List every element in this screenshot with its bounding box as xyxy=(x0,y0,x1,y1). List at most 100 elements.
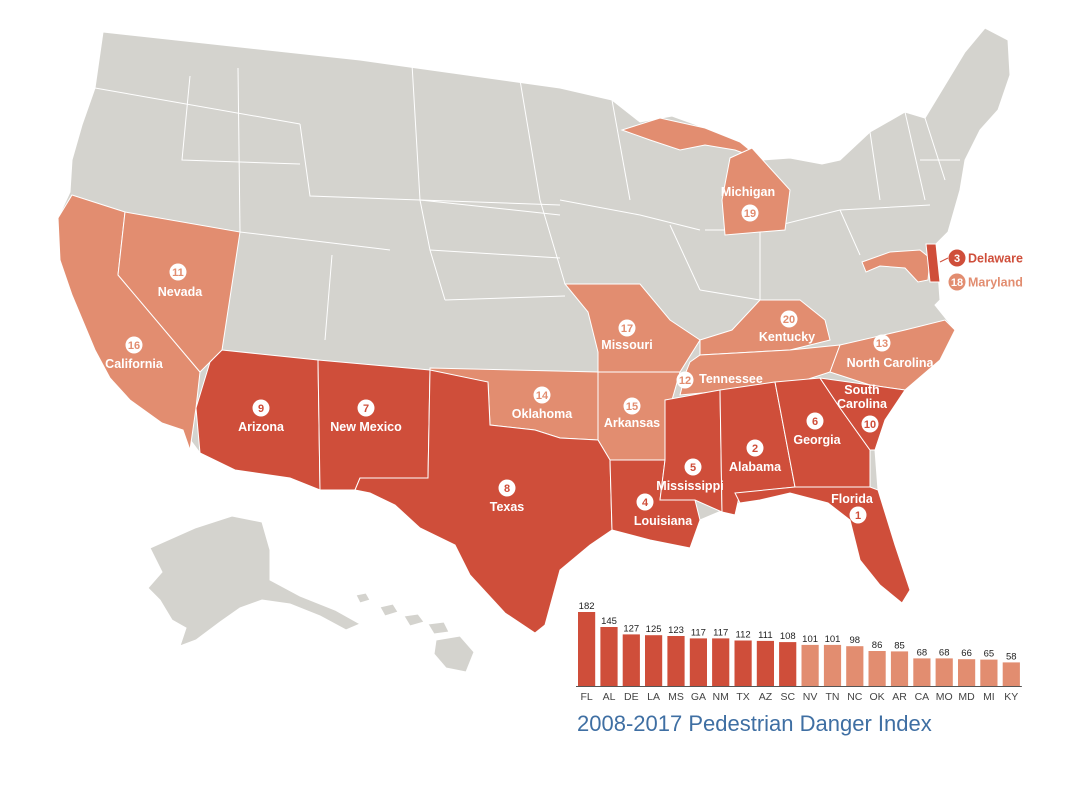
state-shape-michigan-lower xyxy=(721,147,791,236)
bar-value-label-mo: 68 xyxy=(939,647,950,658)
rank-number-louisiana: 4 xyxy=(642,497,649,509)
rank-number-georgia: 6 xyxy=(812,416,818,428)
state-label-oklahoma: Oklahoma xyxy=(512,407,573,421)
state-shape-south-carolina xyxy=(818,377,906,451)
rank-badge-alabama xyxy=(746,439,764,457)
bar-category-label-nc: NC xyxy=(847,691,863,703)
state-borders xyxy=(94,63,960,341)
rank-number-mississippi: 5 xyxy=(690,462,696,474)
state-label-texas: Texas xyxy=(490,500,525,514)
bar-az xyxy=(756,640,774,686)
state-label-delaware: Delaware xyxy=(968,252,1023,266)
rank-number-maryland: 18 xyxy=(951,277,963,289)
rank-badge-georgia xyxy=(806,412,824,430)
bar-value-label-al: 145 xyxy=(601,616,617,627)
delaware-leader-line xyxy=(939,257,949,263)
bar-category-label-nv: NV xyxy=(803,691,818,703)
bar-ar xyxy=(890,651,909,686)
rank-number-texas: 8 xyxy=(504,483,510,495)
bar-nv xyxy=(801,644,819,686)
bar-category-label-az: AZ xyxy=(759,691,773,703)
bar-value-label-ok: 86 xyxy=(872,640,883,651)
bar-ga xyxy=(689,638,707,686)
bar-category-label-sc: SC xyxy=(781,691,796,703)
bar-value-label-sc: 108 xyxy=(780,631,796,642)
state-label-georgia: Georgia xyxy=(793,433,841,447)
bar-category-label-tn: TN xyxy=(826,691,840,703)
bar-ky xyxy=(1002,662,1020,686)
map-labels: 1 Florida 2 Alabama 4 Louisiana 5 Mississippi 6 G… xyxy=(105,185,1023,528)
rank-number-california: 16 xyxy=(128,340,140,352)
rank-number-oklahoma: 14 xyxy=(536,390,549,402)
bar-category-label-ok: OK xyxy=(870,691,885,703)
bar-tx xyxy=(734,640,752,686)
rank-badge-oklahoma xyxy=(533,386,551,404)
state-shape-mississippi xyxy=(659,389,723,513)
hawaii-island-d xyxy=(427,621,450,635)
bar-mi xyxy=(980,659,998,686)
rank-badge-nevada xyxy=(169,263,187,281)
state-label-south-carolina-line-2: Carolina xyxy=(837,397,888,411)
bar-category-label-ky: KY xyxy=(1004,691,1018,703)
state-label-south-carolina-line-1: South xyxy=(844,383,879,397)
rank-badge-florida xyxy=(849,506,867,524)
bar-value-label-nv: 101 xyxy=(802,634,818,645)
state-label-mississippi: Mississippi xyxy=(656,479,723,493)
bar-fl xyxy=(578,612,596,686)
bar-category-label-ga: GA xyxy=(691,691,706,703)
bar-nm xyxy=(712,638,730,686)
rank-badge-new-mexico xyxy=(357,399,375,417)
bar-value-label-ga: 117 xyxy=(691,627,706,638)
state-label-nevada: Nevada xyxy=(158,285,204,299)
chart-title: 2008-2017 Pedestrian Danger Index xyxy=(577,711,932,736)
state-shape-texas xyxy=(354,369,613,634)
rank-number-north-carolina: 13 xyxy=(876,338,888,350)
bar-value-label-nm: 117 xyxy=(713,627,728,638)
bar-category-label-mi: MI xyxy=(983,691,995,703)
state-shape-florida xyxy=(734,486,911,604)
rank-badge-north-carolina xyxy=(873,334,891,352)
hawaii-island-a xyxy=(355,592,371,604)
bar-value-label-ky: 58 xyxy=(1006,651,1017,662)
state-label-new-mexico: New Mexico xyxy=(330,420,402,434)
bar-nc xyxy=(846,646,864,686)
danger-index-bar-chart: 182 FL 145 AL 127 DE 125 LA 123 MS 117 GA 117 NM 112 TX… xyxy=(576,601,1022,703)
bar-md xyxy=(958,659,976,686)
bar-de xyxy=(622,634,640,686)
bar-al xyxy=(600,627,618,686)
bar-ms xyxy=(667,636,685,686)
rank-badge-arkansas xyxy=(623,397,641,415)
bar-category-label-al: AL xyxy=(603,691,616,703)
rank-badge-delaware xyxy=(948,249,966,267)
state-label-california: California xyxy=(105,357,164,371)
rank-number-kentucky: 20 xyxy=(783,314,795,326)
bar-la xyxy=(645,635,663,686)
bar-tn xyxy=(823,644,842,686)
state-label-maryland: Maryland xyxy=(968,276,1023,290)
hawaii-island-c xyxy=(403,613,425,627)
state-label-north-carolina: North Carolina xyxy=(847,356,935,370)
state-label-arizona: Arizona xyxy=(238,420,285,434)
rank-badge-louisiana xyxy=(636,493,654,511)
rank-badge-tennessee xyxy=(676,371,694,389)
state-label-alabama: Alabama xyxy=(729,460,782,474)
bar-category-label-md: MD xyxy=(958,691,975,703)
rank-badge-arizona xyxy=(252,399,270,417)
rank-badge-kentucky xyxy=(780,310,798,328)
state-label-louisiana: Louisiana xyxy=(634,514,693,528)
bar-category-label-ms: MS xyxy=(668,691,684,703)
rank-badge-missouri xyxy=(618,319,636,337)
state-label-tennessee: Tennessee xyxy=(699,372,763,386)
rank-badge-mississippi xyxy=(684,458,702,476)
rank-number-michigan: 19 xyxy=(744,208,756,220)
rank-number-delaware: 3 xyxy=(954,253,960,265)
bar-category-label-mo: MO xyxy=(936,691,953,703)
bar-category-label-fl: FL xyxy=(580,691,592,703)
rank-number-arkansas: 15 xyxy=(626,401,638,413)
bar-category-label-la: LA xyxy=(647,691,660,703)
rank-number-missouri: 17 xyxy=(621,323,633,335)
bar-value-label-de: 127 xyxy=(623,623,639,634)
bar-category-label-ca: CA xyxy=(915,691,930,703)
rank-number-arizona: 9 xyxy=(258,403,264,415)
rank-number-nevada: 11 xyxy=(172,267,184,279)
